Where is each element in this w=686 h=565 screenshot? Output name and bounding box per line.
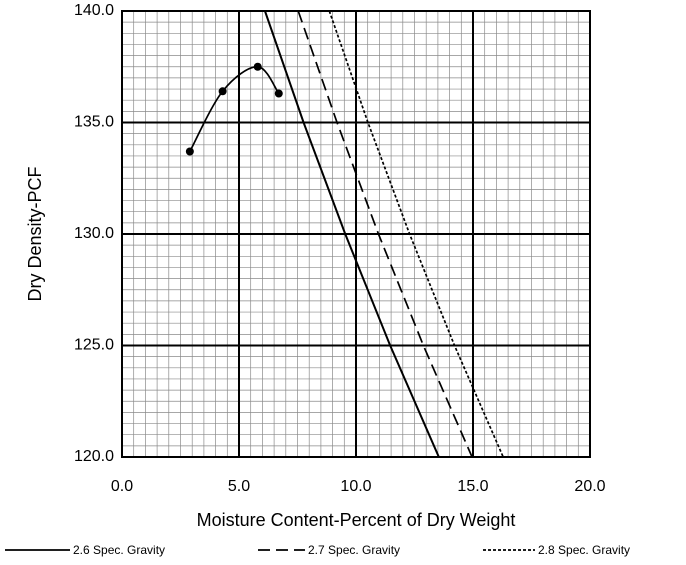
x-tick-label: 20.0: [574, 478, 605, 495]
x-tick-label: 0.0: [111, 478, 133, 495]
point: [185, 147, 194, 156]
y-tick-label: 120.0: [74, 448, 114, 465]
point: [253, 62, 262, 71]
y-tick-label: 140.0: [74, 2, 114, 19]
legend-label: 2.8 Spec. Gravity: [538, 543, 630, 557]
y-tick-label: 125.0: [74, 337, 114, 354]
point: [274, 89, 283, 98]
line: [189, 65, 280, 152]
y-tick-label: 135.0: [74, 114, 114, 131]
legend-label: 2.7 Spec. Gravity: [308, 543, 400, 557]
line: [297, 11, 473, 457]
line: [264, 11, 440, 457]
line: [328, 11, 504, 457]
y-axis-label: Dry Density-PCF: [25, 166, 45, 301]
x-tick-label: 5.0: [228, 478, 250, 495]
legend-label: 2.6 Spec. Gravity: [73, 543, 165, 557]
plot-border: [121, 10, 591, 458]
x-tick-label: 10.0: [340, 478, 371, 495]
x-axis-label: Moisture Content-Percent of Dry Weight: [197, 510, 516, 530]
x-tick-label: 15.0: [457, 478, 488, 495]
point: [218, 87, 227, 96]
y-tick-label: 130.0: [74, 225, 114, 242]
